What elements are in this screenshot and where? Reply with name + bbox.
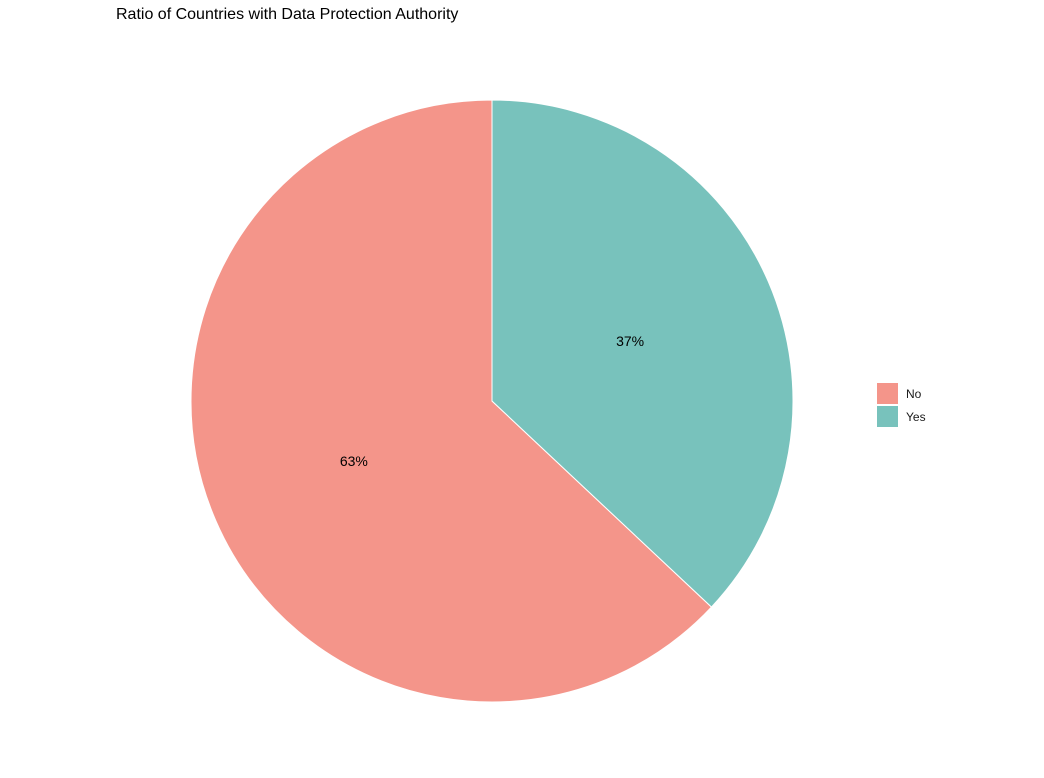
pie-slice-label-no: 63% <box>340 453 368 469</box>
legend-label-yes: Yes <box>906 409 926 424</box>
pie-slice-labels: 63% 37% <box>340 333 644 469</box>
legend-item-no: No <box>877 382 926 405</box>
chart-title: Ratio of Countries with Data Protection … <box>116 6 459 23</box>
pie-slice-yes <box>491 99 794 608</box>
legend-label-no: No <box>906 386 922 401</box>
legend: No Yes <box>877 382 926 428</box>
legend-item-yes: Yes <box>877 405 926 428</box>
pie-slice-label-yes: 37% <box>616 333 644 349</box>
pie-slices <box>190 99 794 703</box>
legend-key-no <box>877 383 898 404</box>
legend-key-yes <box>877 406 898 427</box>
pie-slice-no <box>190 99 713 703</box>
